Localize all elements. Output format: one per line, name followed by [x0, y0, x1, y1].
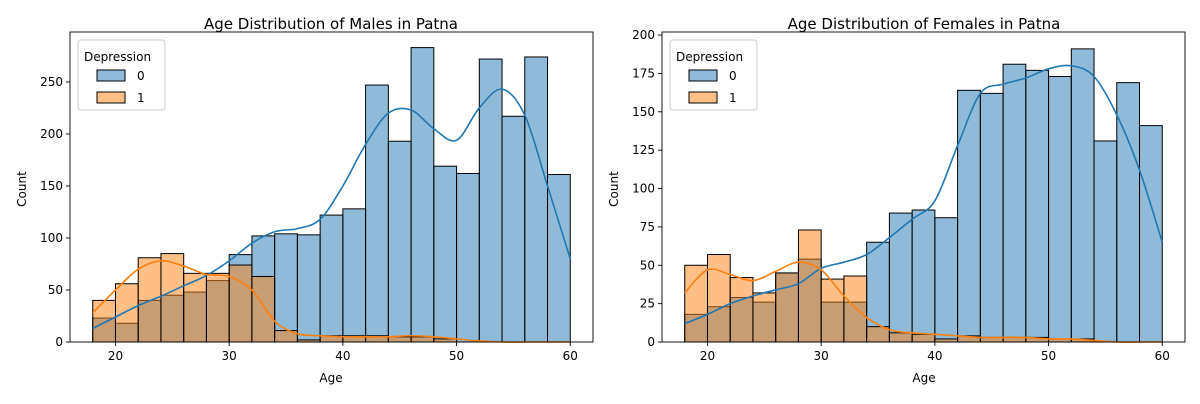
y-tick-label: 100 [632, 182, 655, 196]
x-tick-label: 30 [814, 349, 829, 363]
histogram-bar-depression-0 [410, 47, 435, 343]
chart-title: Age Distribution of Females in Patna [788, 15, 1061, 33]
histogram-bar-depression-0 [547, 174, 571, 343]
histogram-bar-depression-0 [342, 208, 367, 343]
x-tick-label: 20 [108, 349, 123, 363]
y-tick-label: 75 [640, 220, 655, 234]
y-tick-label: 200 [40, 127, 63, 141]
axes-frame [69, 31, 594, 343]
y-tick-label: 50 [640, 258, 655, 272]
y-tick-label: 0 [55, 335, 63, 349]
histogram-bar-depression-0 [911, 209, 936, 343]
y-tick-label: 150 [40, 179, 63, 193]
histogram-bar-depression-0 [1002, 63, 1027, 343]
histogram-bar-depression-0 [1070, 48, 1095, 343]
x-axis-label: Age [319, 371, 342, 385]
legend-swatch-1 [96, 91, 126, 104]
females-chart-panel: Age Distribution of Females in Patna Age… [607, 15, 1186, 385]
plot-area: 20 30 40 50 60 0 25 50 75 100 125 150 175 200 [632, 28, 1186, 363]
histogram-bar-depression-0 [319, 214, 344, 343]
histogram-bar-depression-0 [1093, 140, 1118, 343]
legend-label-1: 1 [729, 91, 737, 105]
y-axis-label: Count [607, 171, 621, 207]
y-tick-label: 150 [632, 105, 655, 119]
legend-label-1: 1 [137, 91, 145, 105]
legend-title: Depression [84, 50, 151, 64]
x-tick-label: 60 [1155, 349, 1170, 363]
x-axis-label: Age [912, 371, 935, 385]
histogram-bar-depression-1 [251, 275, 276, 343]
histogram-bar-depression-1 [797, 229, 822, 343]
histogram-bar-depression-1 [911, 333, 936, 343]
histogram-bar-depression-1 [387, 336, 412, 343]
legend-swatch-0 [96, 69, 126, 82]
kde-curve-depression-0 [92, 88, 572, 330]
legend-swatch-0 [688, 69, 718, 82]
legend: Depression 0 1 [669, 39, 758, 111]
histogram-bar-depression-0 [478, 58, 503, 343]
kde-curve-depression-0 [684, 64, 1164, 325]
histogram-bar-depression-0 [296, 234, 321, 343]
x-tick-label: 40 [335, 349, 350, 363]
y-tick-label: 200 [632, 28, 655, 42]
y-tick-label: 25 [640, 297, 655, 311]
x-tick-label: 40 [927, 349, 942, 363]
histogram-bar-depression-0 [1048, 76, 1072, 343]
legend-label-0: 0 [729, 69, 737, 83]
x-tick-label: 60 [563, 349, 578, 363]
histogram-bar-depression-1 [752, 292, 777, 343]
histogram-bar-depression-0 [1025, 69, 1050, 343]
y-tick-label: 175 [632, 66, 655, 80]
y-tick-label: 50 [48, 283, 63, 297]
histogram-bar-depression-0 [957, 89, 981, 343]
histogram-bar-depression-1 [684, 264, 708, 343]
kde-curve-depression-1 [684, 261, 1163, 343]
legend: Depression 0 1 [77, 39, 166, 111]
histogram-bar-depression-0 [274, 233, 298, 343]
histogram-bar-depression-1 [843, 275, 868, 343]
histogram-bar-depression-0 [934, 217, 959, 343]
x-tick-label: 20 [700, 349, 715, 363]
y-tick-label: 250 [40, 75, 63, 89]
histogram-bar-depression-0 [979, 92, 1004, 343]
histogram-bar-depression-0 [387, 140, 412, 343]
y-tick-label: 125 [632, 143, 655, 157]
legend-label-0: 0 [137, 69, 145, 83]
legend-swatch-1 [688, 91, 718, 104]
histogram-bar-depression-1 [888, 332, 913, 343]
histogram-bar-depression-1 [775, 272, 799, 343]
histogram-bar-depression-1 [934, 338, 959, 343]
histogram-bar-depression-1 [228, 264, 253, 343]
histogram-bar-depression-0 [501, 115, 526, 343]
histogram-bar-depression-1 [205, 272, 230, 343]
histogram-bar-depression-1 [114, 283, 139, 343]
histogram-bar-depression-0 [365, 84, 389, 343]
histogram-bar-depression-0 [433, 165, 458, 343]
histogram-bar-depression-0 [456, 172, 480, 343]
histogram-bar-depression-1 [410, 336, 435, 343]
y-tick-label: 100 [40, 231, 63, 245]
chart-title: Age Distribution of Males in Patna [204, 15, 458, 33]
histogram-bar-depression-1 [706, 254, 731, 343]
axes-frame [661, 31, 1186, 343]
plot-area: 20 30 40 50 60 0 50 100 150 200 250 [40, 31, 594, 363]
x-tick-label: 30 [222, 349, 237, 363]
histogram-bar-depression-1 [92, 299, 116, 343]
x-tick-label: 50 [449, 349, 464, 363]
males-chart-panel: Age Distribution of Males in Patna Age C… [15, 15, 594, 385]
y-axis-label: Count [15, 171, 29, 207]
histogram-bar-depression-1 [160, 253, 185, 343]
histogram-bar-depression-0 [524, 56, 549, 343]
y-tick-label: 0 [647, 335, 655, 349]
histogram-bar-depression-1 [137, 257, 162, 343]
x-tick-label: 50 [1041, 349, 1056, 363]
histogram-bar-depression-0 [888, 212, 913, 343]
histogram-bar-depression-1 [729, 277, 754, 343]
legend-title: Depression [676, 50, 743, 64]
histogram-bar-depression-1 [820, 278, 845, 343]
